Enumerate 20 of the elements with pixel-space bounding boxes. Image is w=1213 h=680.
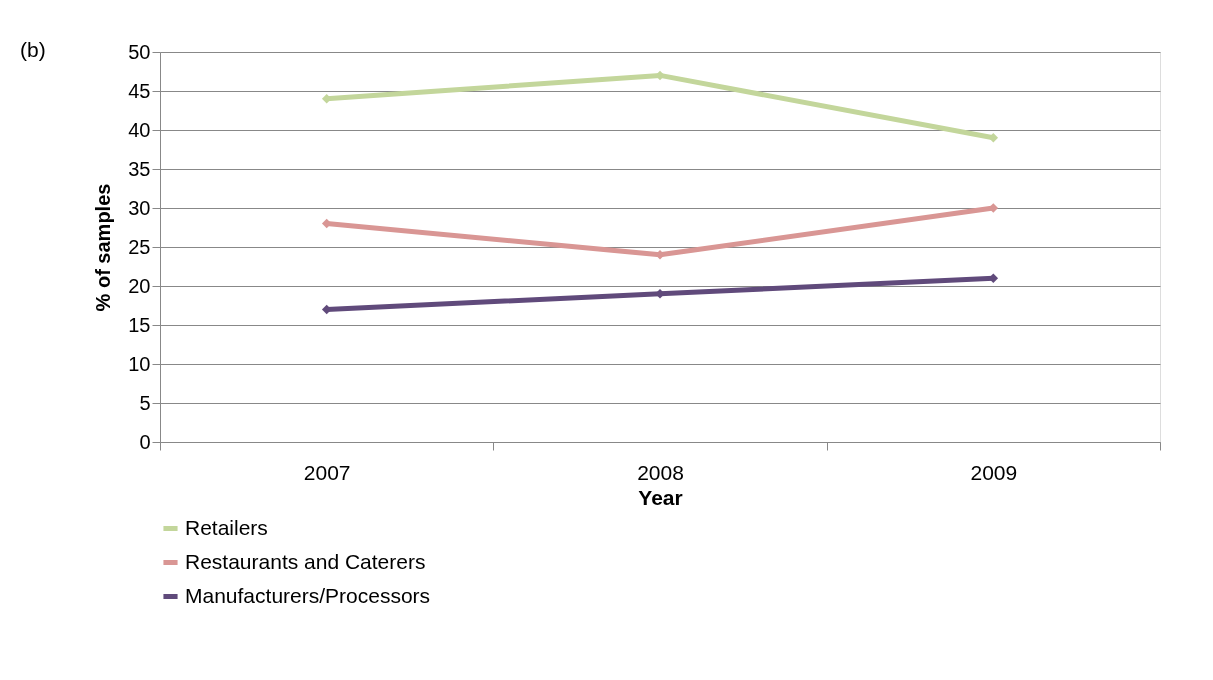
x-tick-label: 2008	[637, 460, 684, 484]
y-tick-label: 30	[128, 196, 151, 219]
y-tick-label: 10	[128, 352, 151, 375]
y-tick-label: 45	[128, 79, 151, 102]
legend-label: Manufacturers/Processors	[185, 583, 431, 607]
y-tick-label: 35	[128, 157, 151, 180]
y-tick-label: 25	[128, 235, 151, 258]
y-tick-label: 15	[128, 313, 151, 336]
text: (b)	[20, 38, 46, 61]
x-tick-label: 2009	[970, 460, 1018, 484]
y-tick-label: 50	[128, 40, 151, 63]
legend-label: Retailers	[185, 515, 268, 539]
y-axis-title: % of samples	[92, 183, 115, 312]
legend-label: Restaurants and Caterers	[185, 549, 426, 573]
y-tick-label: 40	[128, 118, 151, 141]
x-tick-label: 2007	[303, 460, 351, 484]
y-tick-label: 5	[139, 391, 151, 414]
y-tick-label: 0	[139, 430, 151, 453]
y-tick-label: 20	[128, 274, 151, 297]
x-axis-title: Year	[638, 485, 683, 509]
